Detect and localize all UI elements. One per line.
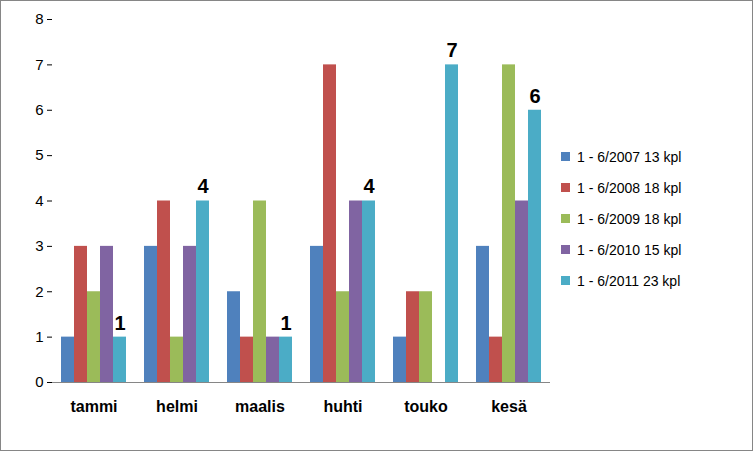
svg-text:0: 0: [35, 373, 43, 390]
svg-text:4: 4: [197, 175, 209, 197]
svg-text:6: 6: [529, 85, 540, 107]
svg-text:helmi: helmi: [156, 398, 198, 415]
svg-text:4: 4: [363, 175, 375, 197]
svg-text:kesä: kesä: [491, 398, 527, 415]
svg-text:tammi: tammi: [70, 398, 117, 415]
svg-text:6: 6: [35, 101, 43, 118]
svg-text:7: 7: [35, 56, 43, 73]
svg-text:3: 3: [35, 237, 43, 254]
svg-text:5: 5: [35, 146, 43, 163]
svg-text:7: 7: [446, 39, 457, 61]
svg-text:1: 1: [35, 328, 43, 345]
html-text:1 - 6/2007 13 kpl: 1 - 6/2007 13 kpl: [577, 148, 682, 165]
html-text:1 - 6/2009 18 kpl: 1 - 6/2009 18 kpl: [577, 210, 682, 227]
svg-text:maalis: maalis: [235, 398, 285, 415]
html-text:1 - 6/2010 15 kpl: 1 - 6/2010 15 kpl: [577, 241, 682, 258]
html-text:1 - 6/2011 23 kpl: 1 - 6/2011 23 kpl: [577, 272, 681, 289]
svg-text:touko: touko: [404, 398, 448, 415]
svg-text:4: 4: [35, 192, 43, 209]
svg-text:2: 2: [35, 283, 43, 300]
svg-text:1: 1: [280, 312, 291, 334]
svg-text:8: 8: [35, 10, 43, 27]
svg-text:huhti: huhti: [323, 398, 362, 415]
svg-text:1: 1: [114, 312, 125, 334]
html-text:1 - 6/2008 18 kpl: 1 - 6/2008 18 kpl: [577, 179, 682, 196]
